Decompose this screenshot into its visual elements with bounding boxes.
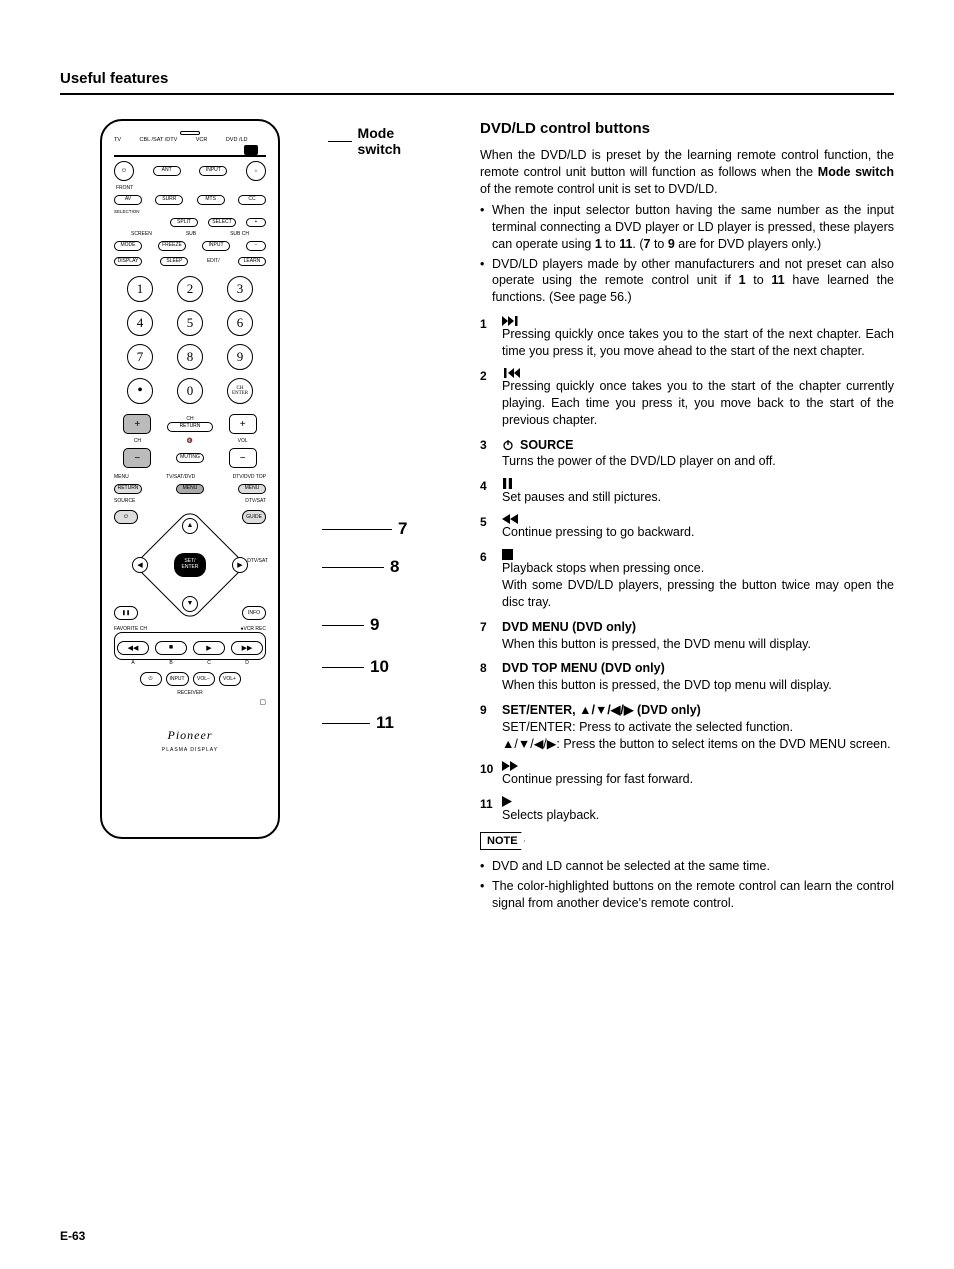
play-icon [502,796,512,807]
definition-item: 2 Pressing quickly once takes you to the… [480,368,894,429]
note-item: DVD and LD cannot be selected at the sam… [480,858,894,875]
dpad: ⏻ GUIDE ❚❚ INFO ▲ ▼ ◀ ▶ SET/ENTER DTV/SA… [114,510,266,620]
remote-body: TV CBL /SAT /DTV VCR DVD /LD ⏻ ANT INPUT… [100,119,280,839]
power-icon [502,439,514,451]
pause-icon [502,478,513,489]
definition-item: 7 DVD MENU (DVD only) When this button i… [480,619,894,653]
definition-item: 11 Selects playback. [480,796,894,824]
rew-icon [502,514,518,524]
brand-logo: Pioneer [114,728,266,743]
callout-right: 7 [322,519,407,539]
definition-item: 9 SET/ENTER, ▲/▼/◀/▶ (DVD only) SET/ENTE… [480,702,894,753]
note-label: NOTE [480,832,525,851]
intro-bullets: When the input selector button having th… [480,202,894,306]
callout-right: 8 [322,557,399,577]
definition-item: 4 Set pauses and still pictures. [480,478,894,506]
next-icon [502,316,520,326]
callout-right: 10 [322,657,389,677]
numpad: 123 456 789 •0CHENTER [122,276,258,404]
definition-item: 8 DVD TOP MENU (DVD only) When this butt… [480,660,894,694]
definition-item: 10 Continue pressing for fast forward. [480,761,894,788]
content-row: Mode switch 123456 7891011 TV CBL /SAT /… [60,119,894,922]
remote-column: Mode switch 123456 7891011 TV CBL /SAT /… [60,119,440,922]
notes-list: DVD and LD cannot be selected at the sam… [480,858,894,912]
text-column: DVD/LD control buttons When the DVD/LD i… [480,119,894,922]
definition-item: 3 SOURCE Turns the power of the DVD/LD p… [480,437,894,471]
definition-item: 5 Continue pressing to go backward. [480,514,894,541]
mode-switch-slider [114,149,266,157]
prev-icon [502,368,520,378]
intro-text: When the DVD/LD is preset by the learnin… [480,147,894,198]
callout-right: 9 [322,615,379,635]
subsection-heading: DVD/LD control buttons [480,119,894,139]
brand-sub: PLASMA DISPLAY [114,747,266,753]
button-definitions: 1 Pressing quickly once takes you to the… [480,316,894,823]
callout-right: 11 [322,713,394,733]
remote-wrap: Mode switch 123456 7891011 TV CBL /SAT /… [100,119,440,839]
ff-icon [502,761,518,771]
mode-labels: TV CBL /SAT /DTV VCR DVD /LD [114,137,266,143]
bullet-item: When the input selector button having th… [480,202,894,253]
mode-switch-label: Mode switch [328,125,440,157]
definition-item: 6 Playback stops when pressing once.With… [480,549,894,611]
definition-item: 1 Pressing quickly once takes you to the… [480,316,894,360]
bullet-item: DVD/LD players made by other manufacture… [480,256,894,307]
note-item: The color-highlighted buttons on the rem… [480,878,894,912]
stop-icon [502,549,513,560]
page-number: E-63 [60,1229,85,1243]
section-header: Useful features [60,70,894,95]
